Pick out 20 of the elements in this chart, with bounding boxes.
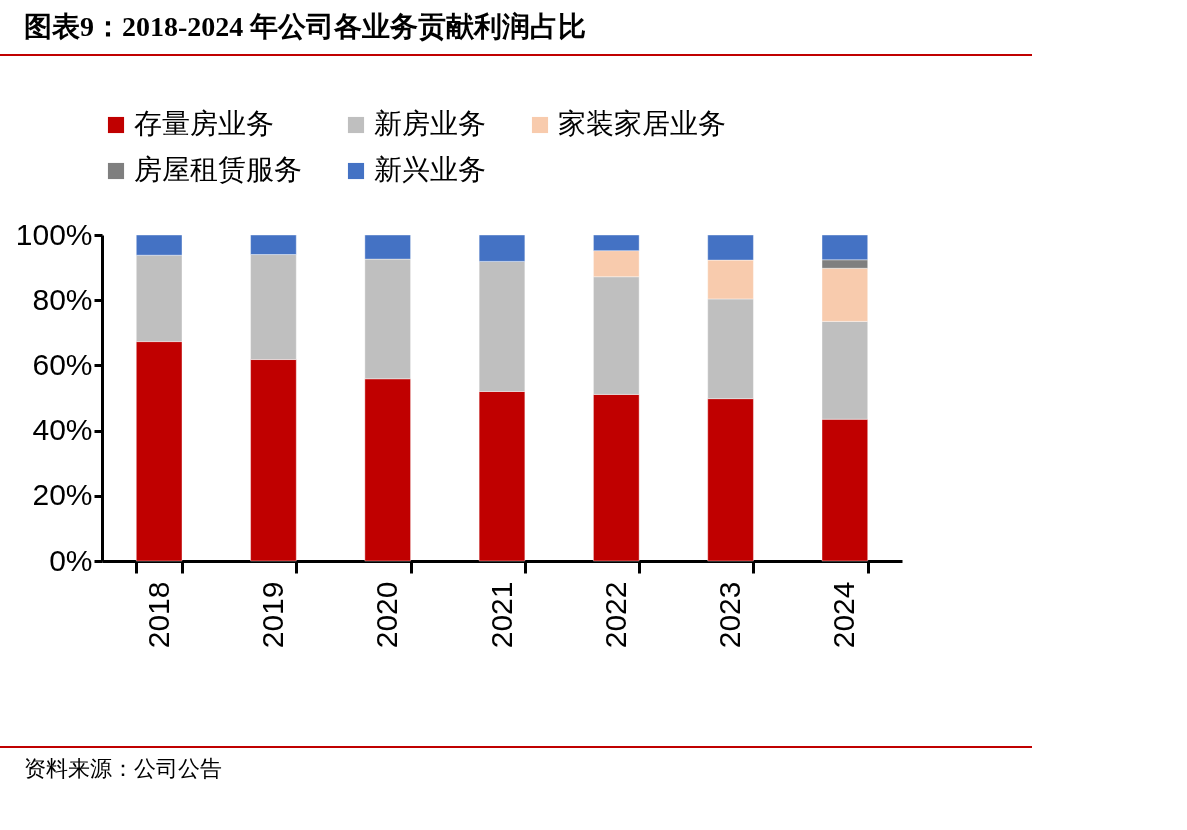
x-tick-label: 2023	[713, 581, 747, 649]
x-tick-label: 2019	[255, 581, 289, 649]
chart-title: 图表9：2018-2024 年公司各业务贡献利润占比	[0, 0, 1032, 56]
text: 资料来源：公司公告	[24, 755, 223, 783]
y-tick-label: 40%	[32, 413, 93, 447]
y-tick-label: 80%	[32, 282, 93, 316]
y-tick-label: 0%	[49, 543, 93, 577]
y-tick-label: 20%	[32, 478, 93, 512]
x-tick-label: 2022	[598, 581, 632, 649]
y-tick-label: 100%	[15, 217, 93, 251]
x-tick-label: 2021	[484, 581, 518, 649]
x-tick-label: 2024	[827, 581, 861, 649]
legend-label: 房屋租赁服务	[134, 154, 302, 185]
legend-label: 存量房业务	[134, 108, 274, 139]
x-tick-label: 2020	[370, 581, 404, 649]
x-tick-label: 2018	[141, 581, 175, 649]
legend-label: 家装家居业务	[558, 108, 726, 139]
legend-label: 新兴业务	[374, 154, 486, 185]
y-tick-label: 60%	[32, 347, 93, 381]
legend-label: 新房业务	[374, 108, 486, 139]
